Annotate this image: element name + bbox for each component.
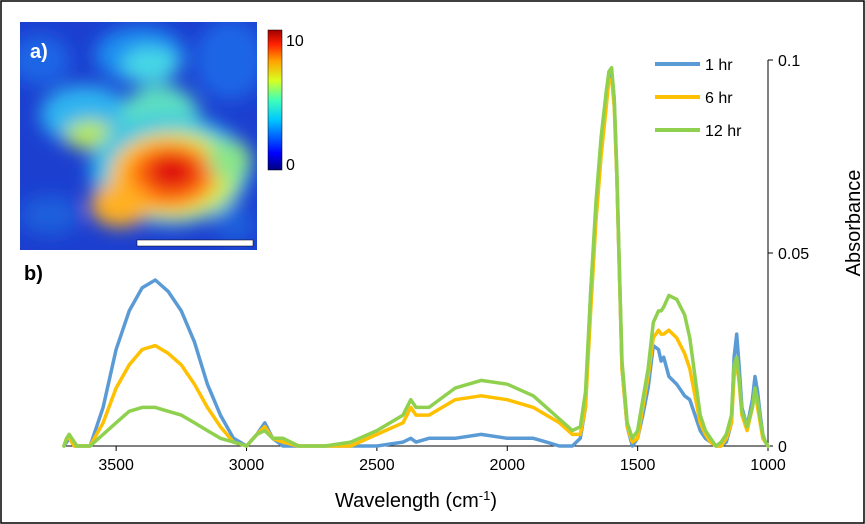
legend-label: 12 hr [705,123,742,140]
x-tick-label: 3500 [98,457,134,474]
y-tick-label: 0 [778,439,787,456]
legend-label: 6 hr [705,90,733,107]
colorbar-min-label: 0 [286,157,295,174]
y-axis: 0 0.05 0.1 [767,53,809,456]
panel-label-a: a) [30,41,48,63]
y-tick-label: 0.1 [778,53,800,70]
heatmap-image [20,22,257,250]
series-line-12-hr [62,65,770,448]
x-tick-label: 3000 [229,457,265,474]
legend: 1 hr 6 hr 12 hr [655,57,742,140]
x-tick-label: 2000 [489,457,525,474]
x-tick-label: 2500 [359,457,395,474]
colorbar-max-label: 10 [286,33,304,50]
legend-label: 1 hr [705,57,733,74]
series-layer [62,65,770,448]
x-axis: 3500 3000 2500 2000 1500 1000 [64,445,786,474]
x-tick-label: 1500 [620,457,656,474]
y-axis-title: Absorbance [843,170,865,277]
scale-bar [136,239,254,247]
x-axis-title: Wavelength (cm-1) [335,488,497,513]
x-tick-label: 1000 [750,457,786,474]
panel-label-b: b) [24,263,43,285]
colorbar: 10 0 [267,29,304,174]
y-tick-label: 0.05 [778,246,809,263]
